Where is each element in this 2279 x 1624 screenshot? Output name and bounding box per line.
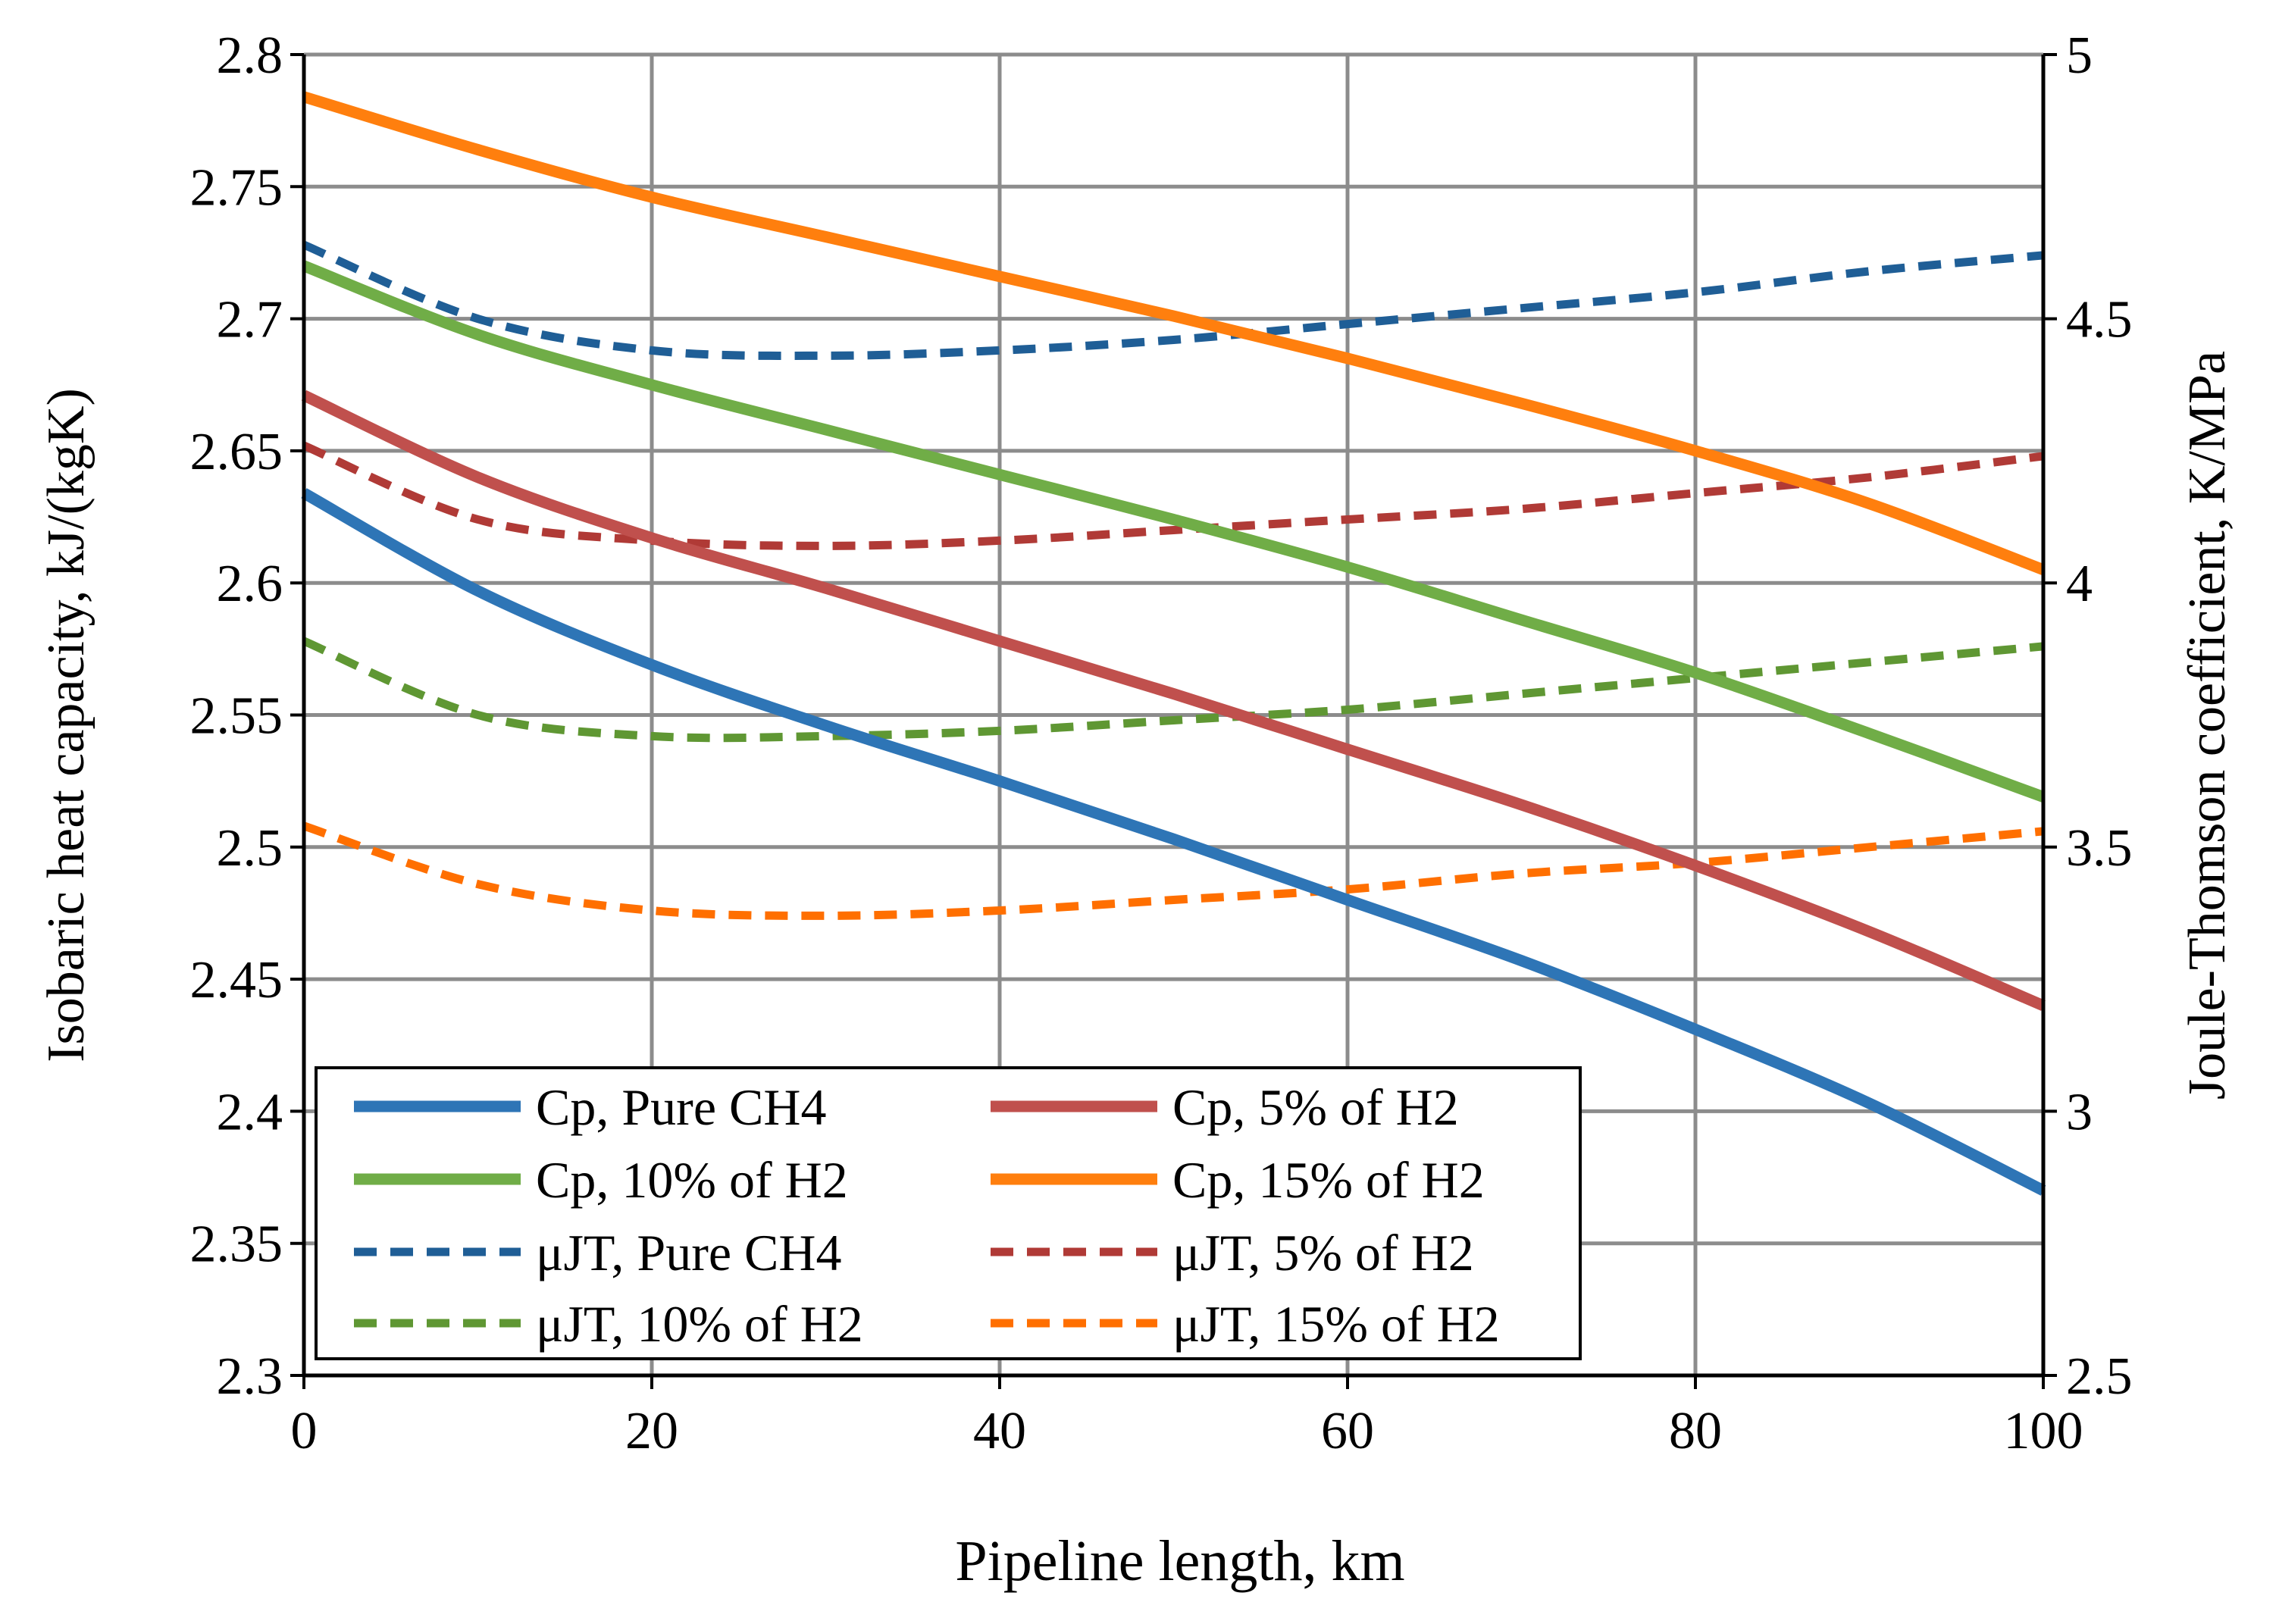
legend-label: μJT, Pure CH4 — [536, 1224, 842, 1281]
x-tick-label: 60 — [1321, 1402, 1374, 1460]
x-tick-label: 80 — [1669, 1402, 1722, 1460]
y-tick-label: 2.8 — [217, 27, 283, 85]
y-tick-label: 2.4 — [217, 1083, 283, 1141]
y2-tick-label: 3.5 — [2066, 819, 2133, 878]
x-axis-title: Pipeline length, km — [955, 1529, 1404, 1593]
y-tick-label: 2.6 — [217, 555, 283, 613]
y-axis-title: Isobaric heat capacity, kJ/(kgK) — [37, 388, 95, 1062]
y2-tick-label: 4.5 — [2066, 291, 2133, 349]
y2-tick-label: 3 — [2066, 1083, 2093, 1141]
legend-box — [315, 1066, 1582, 1360]
series-line-jt-pure-ch4 — [302, 240, 2044, 360]
y-tick-label: 2.55 — [190, 687, 283, 746]
y-tick-label: 2.3 — [217, 1347, 283, 1406]
series-line-jt-10-of-h2 — [302, 637, 2044, 743]
series-lines — [301, 91, 2046, 1196]
legend-label: μJT, 5% of H2 — [1172, 1224, 1474, 1281]
axes — [290, 53, 2057, 1389]
y-tick-label: 2.65 — [190, 423, 283, 481]
y2-axis-title: Joule-Thomson coefficient, K/MPa — [2178, 351, 2237, 1100]
legend: Cp, Pure CH4 Cp, 5% of H2 Cp, 10% of H2 Cp,… — [315, 1066, 1582, 1360]
y-tick-label: 2.45 — [190, 951, 283, 1009]
legend-label: μJT, 15% of H2 — [1172, 1295, 1500, 1353]
y2-tick-label: 5 — [2066, 27, 2093, 85]
x-tick-label: 40 — [973, 1402, 1026, 1460]
series-line-jt-5-of-h2 — [302, 441, 2044, 550]
y-tick-label: 2.75 — [190, 158, 283, 217]
series-line-cp-15-of-h2 — [302, 91, 2046, 575]
legend-label: μJT, 10% of H2 — [536, 1295, 863, 1353]
y2-tick-label: 4 — [2066, 555, 2093, 613]
legend-label: Cp, Pure CH4 — [536, 1078, 826, 1136]
x-tick-label: 100 — [2004, 1402, 2083, 1460]
series-line-cp-5-of-h2 — [301, 390, 2046, 1011]
series-line-cp-pure-ch4 — [301, 488, 2046, 1196]
legend-label: Cp, 15% of H2 — [1172, 1151, 1485, 1209]
legend-label: Cp, 10% of H2 — [536, 1151, 848, 1209]
y-tick-label: 2.7 — [217, 291, 283, 349]
x-tick-label: 20 — [625, 1402, 678, 1460]
x-tick-label: 0 — [291, 1402, 318, 1460]
y-tick-label: 2.35 — [190, 1216, 283, 1274]
legend-label: Cp, 5% of H2 — [1172, 1078, 1459, 1136]
series-line-jt-15-of-h2 — [302, 821, 2044, 920]
y-tick-label: 2.5 — [217, 819, 283, 878]
series-line-cp-10-of-h2 — [302, 260, 2046, 803]
y2-tick-label: 2.5 — [2066, 1347, 2133, 1406]
tick-labels: 0 20 40 60 80 1002.32.352.42.452.52.552.62.65… — [190, 27, 2133, 1460]
